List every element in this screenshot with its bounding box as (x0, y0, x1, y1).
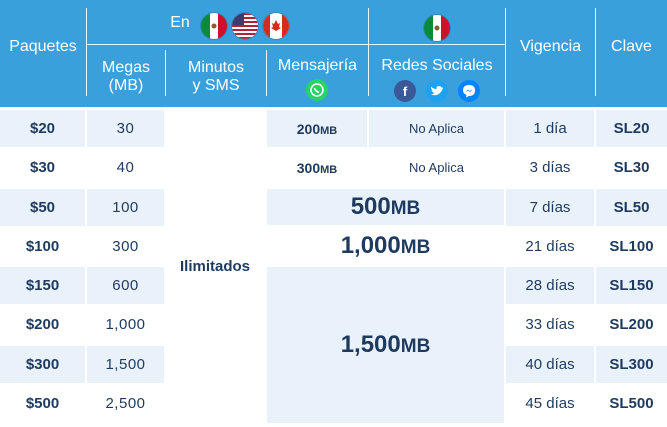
vigencia-cell: 3 días (506, 149, 594, 186)
megas-cell-text: 40 (116, 159, 135, 176)
canada-flag-icon (263, 13, 289, 39)
clave-cell-text: SL150 (609, 277, 654, 294)
table-header: Paquetes En Megas (MB) Minutos y SMS Mensa… (0, 0, 667, 107)
header-en: En (170, 14, 190, 31)
price-cell: $20 (0, 110, 85, 147)
clave-cell: SL300 (596, 346, 667, 383)
vigencia-cell: 28 días (506, 267, 594, 304)
megas-cell: 40 (87, 149, 164, 186)
twitter-icon (426, 80, 448, 102)
vigencia-cell-text: 21 días (525, 238, 575, 255)
vigencia-cell: 7 días (506, 189, 594, 226)
clave-cell: SL30 (596, 149, 667, 186)
vigencia-cell: 21 días (506, 228, 594, 265)
minutes-sms-cell: Ilimitados (166, 110, 264, 423)
vigencia-cell: 45 días (506, 385, 594, 422)
price-cell: $50 (0, 189, 85, 226)
social-cell: No Aplica (369, 149, 504, 186)
clave-cell-text: SL30 (613, 159, 650, 176)
divider (165, 50, 166, 96)
divider (86, 8, 87, 96)
header-redes: Redes Sociales (381, 57, 493, 74)
clave-cell: SL100 (596, 228, 667, 265)
price-cell: $200 (0, 306, 85, 343)
megas-cell: 1,500 (87, 346, 164, 383)
megas-cell: 2,500 (87, 385, 164, 422)
clave-cell-text: SL200 (609, 316, 654, 333)
messaging-cell: 200MB (267, 110, 367, 147)
data-1000-cell: 1,000MB (267, 228, 504, 264)
price-cell-text: $200 (25, 316, 60, 333)
divider (505, 8, 506, 96)
price-cell: $150 (0, 267, 85, 304)
price-cell-text: $20 (29, 120, 56, 137)
megas-cell-text: 600 (112, 277, 139, 294)
megas-cell: 300 (87, 228, 164, 265)
vigencia-cell-text: 45 días (525, 395, 575, 412)
price-cell-text: $100 (25, 238, 60, 255)
clave-cell-text: SL20 (613, 120, 650, 137)
divider (368, 8, 369, 96)
vigencia-cell-text: 3 días (529, 159, 571, 176)
divider (595, 8, 596, 96)
header-vigencia: Vigencia (519, 37, 582, 55)
messaging-cell: 300MB (267, 149, 367, 186)
price-cell-text: $50 (29, 199, 56, 216)
price-cell: $100 (0, 228, 85, 265)
vigencia-cell-text: 1 día (533, 120, 567, 137)
clave-cell-text: SL500 (609, 395, 654, 412)
clave-cell: SL50 (596, 189, 667, 226)
megas-cell-text: 100 (112, 199, 139, 216)
facebook-icon: f (394, 80, 416, 102)
messenger-icon (458, 80, 480, 102)
header-minutos: Minutos y SMS (187, 59, 245, 94)
data-1500-cell: 1,500MB (267, 267, 504, 423)
price-cell: $500 (0, 385, 85, 422)
clave-cell-text: SL100 (609, 238, 654, 255)
vigencia-cell: 33 días (506, 306, 594, 343)
usa-flag-icon (232, 13, 258, 39)
price-cell-text: $30 (29, 159, 56, 176)
megas-cell-text: 1,500 (105, 356, 146, 373)
megas-cell: 30 (87, 110, 164, 147)
vigencia-cell-text: 28 días (525, 277, 575, 294)
social-cell: No Aplica (369, 110, 504, 147)
megas-cell-text: 30 (116, 120, 135, 137)
clave-cell-text: SL50 (613, 199, 650, 216)
data-500-cell: 500MB (267, 189, 504, 225)
price-cell-text: $150 (25, 277, 60, 294)
vigencia-cell-text: 33 días (525, 316, 575, 333)
vigencia-cell-text: 7 días (529, 199, 571, 216)
clave-cell: SL20 (596, 110, 667, 147)
price-cell-text: $500 (25, 395, 60, 412)
mexico-flag-icon (201, 13, 227, 39)
header-paquetes: Paquetes (9, 37, 77, 55)
clave-cell: SL500 (596, 385, 667, 422)
megas-cell-text: 300 (112, 238, 139, 255)
header-mensajeria: Mensajería (277, 57, 358, 74)
price-cell: $300 (0, 346, 85, 383)
clave-cell-text: SL300 (609, 356, 654, 373)
clave-cell: SL150 (596, 267, 667, 304)
price-cell-text: $300 (25, 356, 60, 373)
mexico-flag-icon (424, 15, 450, 41)
price-cell: $30 (0, 149, 85, 186)
vigencia-cell: 40 días (506, 346, 594, 383)
vigencia-cell-text: 40 días (525, 356, 575, 373)
megas-cell: 1,000 (87, 306, 164, 343)
divider (266, 50, 267, 96)
header-megas: Megas (MB) (101, 59, 151, 94)
megas-cell: 600 (87, 267, 164, 304)
clave-cell: SL200 (596, 306, 667, 343)
megas-cell-text: 1,000 (105, 316, 146, 333)
whatsapp-icon (306, 79, 328, 101)
header-clave: Clave (611, 37, 652, 55)
divider (87, 44, 505, 45)
megas-cell-text: 2,500 (105, 395, 146, 412)
megas-cell: 100 (87, 189, 164, 226)
vigencia-cell: 1 día (506, 110, 594, 147)
